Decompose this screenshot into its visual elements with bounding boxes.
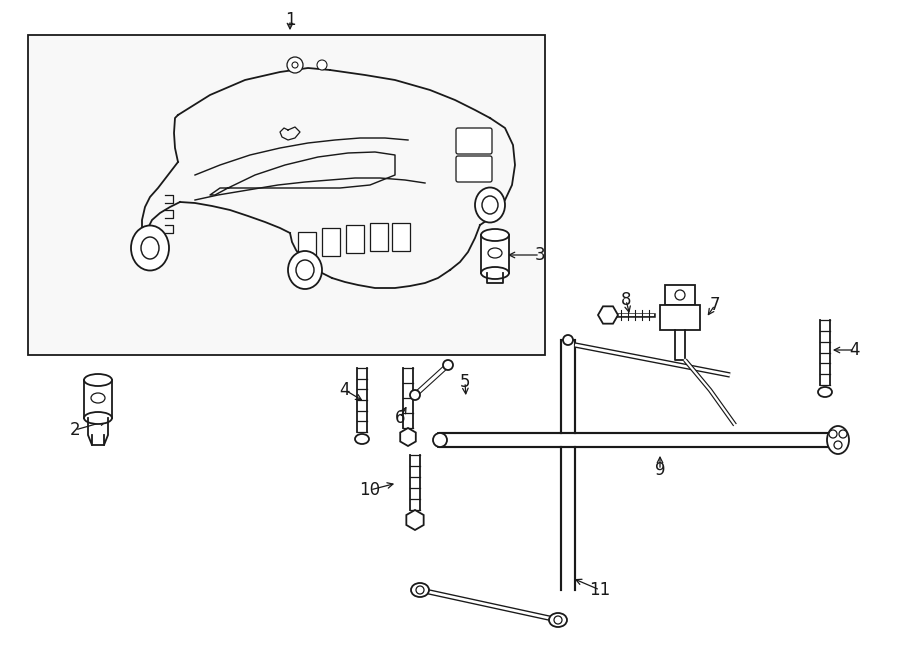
Text: 10: 10 bbox=[359, 481, 381, 499]
Bar bbox=[392, 223, 410, 251]
Bar bbox=[84, 380, 112, 418]
Polygon shape bbox=[400, 428, 416, 446]
Ellipse shape bbox=[481, 229, 509, 241]
Ellipse shape bbox=[141, 237, 159, 259]
FancyBboxPatch shape bbox=[456, 156, 492, 182]
Circle shape bbox=[287, 57, 303, 73]
Text: 7: 7 bbox=[710, 296, 720, 314]
Bar bbox=[370, 223, 388, 251]
Circle shape bbox=[675, 290, 685, 300]
Circle shape bbox=[829, 430, 837, 438]
Circle shape bbox=[416, 586, 424, 594]
Circle shape bbox=[433, 433, 447, 447]
Bar bbox=[346, 225, 364, 253]
Text: 11: 11 bbox=[590, 581, 610, 599]
Circle shape bbox=[554, 616, 562, 624]
Polygon shape bbox=[598, 306, 618, 324]
Ellipse shape bbox=[488, 248, 502, 258]
Text: 4: 4 bbox=[850, 341, 860, 359]
Circle shape bbox=[563, 335, 573, 345]
Ellipse shape bbox=[481, 267, 509, 279]
Text: 2: 2 bbox=[69, 421, 80, 439]
Circle shape bbox=[839, 430, 847, 438]
Ellipse shape bbox=[84, 374, 112, 386]
Bar bbox=[298, 232, 316, 260]
Text: 6: 6 bbox=[395, 409, 405, 427]
Ellipse shape bbox=[288, 251, 322, 289]
FancyBboxPatch shape bbox=[456, 128, 492, 154]
Ellipse shape bbox=[296, 260, 314, 280]
Text: 1: 1 bbox=[284, 11, 295, 29]
Circle shape bbox=[443, 360, 453, 370]
Ellipse shape bbox=[549, 613, 567, 627]
Bar bbox=[28, 35, 545, 355]
Ellipse shape bbox=[131, 225, 169, 270]
Polygon shape bbox=[406, 510, 424, 530]
Bar bbox=[660, 305, 700, 330]
Circle shape bbox=[317, 60, 327, 70]
Ellipse shape bbox=[84, 412, 112, 424]
Text: 5: 5 bbox=[460, 373, 470, 391]
Ellipse shape bbox=[411, 583, 429, 597]
Text: 3: 3 bbox=[535, 246, 545, 264]
Circle shape bbox=[834, 441, 842, 449]
Ellipse shape bbox=[355, 434, 369, 444]
Circle shape bbox=[292, 62, 298, 68]
Circle shape bbox=[410, 390, 420, 400]
Bar bbox=[322, 228, 340, 256]
Bar bbox=[665, 285, 695, 305]
Ellipse shape bbox=[818, 387, 832, 397]
Ellipse shape bbox=[475, 188, 505, 223]
Ellipse shape bbox=[91, 393, 105, 403]
Text: 8: 8 bbox=[621, 291, 631, 309]
Text: 9: 9 bbox=[655, 461, 665, 479]
Ellipse shape bbox=[482, 196, 498, 214]
Ellipse shape bbox=[827, 426, 849, 454]
Text: 4: 4 bbox=[340, 381, 350, 399]
Bar bbox=[481, 235, 509, 273]
